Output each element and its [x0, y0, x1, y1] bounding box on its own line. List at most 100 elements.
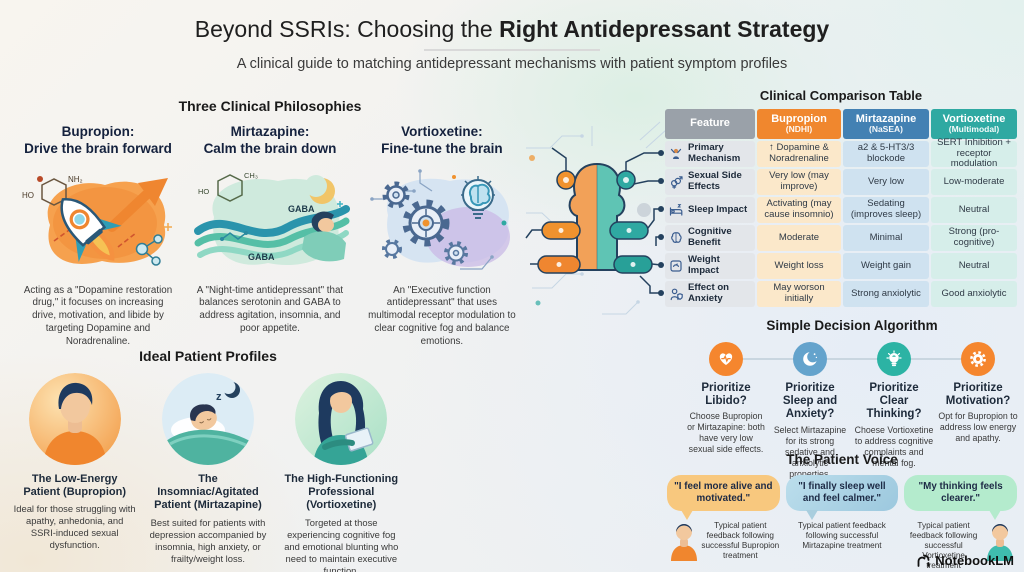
philosophy-bupropion: Bupropion: Drive the brain forward NH₂ H…: [12, 124, 184, 348]
comparison-table-heading: Clinical Comparison Table: [759, 88, 923, 103]
table-cell: Moderate: [757, 225, 841, 251]
profile-insomniac: z The Insomniac/Agitated Patient (Mirtaz…: [141, 373, 274, 572]
step-title: Prioritize Motivation?: [945, 382, 1011, 408]
speech-bubble: "My thinking feels clearer.": [904, 475, 1017, 519]
title-bold: Right Antidepressant Strategy: [499, 16, 830, 42]
voice-item-bupropion: "I feel more alive and motivated." Typic…: [664, 475, 783, 571]
profile-title: The High-Functioning Professional (Vorti…: [284, 473, 399, 512]
table-cell: Minimal: [843, 225, 929, 251]
table-cell: Strong (pro-cognitive): [931, 225, 1017, 251]
table-cell: ↑ Dopamine & Noradrenaline: [757, 141, 841, 167]
speech-bubble: "I finally sleep well and feel calmer.": [785, 475, 899, 519]
gear-icon: [961, 342, 995, 376]
algorithm-steps: Prioritize Libido? Choose Bupropion or M…: [684, 342, 1020, 480]
table-cell: Weight loss: [757, 253, 841, 279]
voice-caption: Typical patient feedback following succe…: [701, 520, 780, 560]
row-header-primary-mechanism: Primary Mechanism: [665, 141, 755, 167]
table-cell: Good anxiolytic: [931, 281, 1017, 307]
philosophy-mirtazapine: Mirtazapine: Calm the brain down HO CH₃: [184, 124, 356, 348]
philosophy-title: Bupropion: Drive the brain forward: [24, 124, 172, 156]
lightbulb-icon: [877, 342, 911, 376]
brand-name: NotebookLM: [935, 553, 1014, 568]
brain-circuit-illustration: [525, 121, 667, 315]
title-normal: Beyond SSRIs: Choosing the: [194, 16, 500, 42]
gender-symbols-icon: [669, 175, 684, 189]
table-cell: Strong anxiolytic: [843, 281, 929, 307]
algorithm-step-sleep-anxiety: Prioritize Sleep and Anxiety? Select Mir…: [768, 342, 852, 480]
table-cell: Activating (may cause insomnio): [757, 197, 841, 223]
algorithm-step-clear-thinking: Prioritize Clear Thinking? Choese Vortio…: [852, 342, 936, 480]
philosophy-vortioxetine: Vortioxetine: Fine-tune the brain: [356, 124, 528, 348]
svg-text:NH₂: NH₂: [68, 175, 83, 184]
person-arms-up-icon: [669, 147, 684, 161]
bed-icon: [669, 203, 684, 217]
profile-description: Torgeted at those experiencing cognitive…: [284, 516, 399, 572]
step-title: Prioritize Libido?: [701, 382, 751, 408]
row-header-sleep-impact: Sleep Impact: [665, 197, 755, 223]
row-header-cognitive-benefit: Cognitive Benefit: [665, 225, 755, 251]
column-header-feature: Feature: [665, 109, 755, 139]
profiles-heading: Ideal Patient Profiles: [139, 348, 277, 364]
speech-bubble: "I feel more alive and motivated.": [667, 475, 780, 519]
profile-title: The Low-Energy Patient (Bupropion): [23, 473, 126, 499]
philosophies-section: Three Clinical Philosophies Bupropion: D…: [12, 98, 528, 348]
comparison-table-section: Clinical Comparison Table Feature Buprop…: [664, 88, 1018, 307]
philosophy-description: An "Executive function antidepressant" t…: [368, 284, 516, 347]
header: Beyond SSRIs: Choosing the Right Antidep…: [0, 16, 1024, 72]
voice-item-mirtazapine: "I finally sleep well and feel calmer." …: [783, 475, 902, 571]
low-energy-patient-avatar: [28, 373, 121, 465]
step-title: Prioritize Sleep and Anxiety?: [782, 382, 838, 421]
algorithm-heading: Simple Decision Algorithm: [766, 318, 938, 333]
table-cell: SERT Inhibition + receptor modulation: [931, 137, 1017, 169]
table-cell: Sedating (improves sleep): [843, 197, 929, 223]
profile-title: The Insomniac/Agitated Patient (Mirtazap…: [154, 473, 262, 512]
table-cell: Neutral: [931, 253, 1017, 279]
profile-professional: The High-Functioning Professional (Vorti…: [275, 373, 408, 572]
page-subtitle: A clinical guide to matching antidepress…: [236, 56, 788, 72]
row-header-effect-on-anxiety: Effect on Anxiety: [665, 281, 755, 307]
svg-text:z: z: [216, 391, 222, 403]
brain-icon: [669, 231, 684, 245]
notebooklm-logo-icon: [917, 554, 930, 567]
table-cell: Neutral: [931, 197, 1017, 223]
row-header-weight-impact: Weight Impact: [665, 253, 755, 279]
patient-avatar: [671, 523, 697, 561]
waves-moon-illustration: HO CH₃ GABA GABA: [193, 171, 350, 265]
patient-voice-section: The Patient Voice "I feel more alive and…: [664, 452, 1020, 571]
philosophy-description: Acting as a "Dopamine restoration drug,"…: [23, 284, 173, 347]
philosophies-heading: Three Clinical Philosophies: [178, 98, 362, 114]
step-description: Select Mirtazapine for its strong sedati…: [773, 424, 847, 479]
step-description: Opt for Bupropion to address low energy …: [938, 411, 1018, 444]
svg-text:HO: HO: [198, 187, 209, 196]
profile-description: Best suited for patients with depression…: [149, 516, 267, 564]
title-divider: [424, 49, 600, 51]
weight-scale-icon: [669, 259, 684, 273]
column-header-bupropion: Bupropion (NDHI): [757, 109, 841, 139]
algorithm-step-motivation: Prioritize Motivation? Opt for Bupropion…: [936, 342, 1020, 480]
table-cell: Very low: [843, 169, 929, 195]
table-cell: May worson initially: [757, 281, 841, 307]
patient-profiles-section: Ideal Patient Profiles The Low-Energy Pa…: [8, 348, 408, 572]
heart-pulse-icon: [709, 342, 743, 376]
profile-description: Ideal for those struggling with apathy, …: [13, 503, 136, 551]
voice-caption: Typical patient feedback following succe…: [909, 520, 978, 570]
table-cell: a2 & 5-HT3/3 blockode: [843, 141, 929, 167]
column-header-mirtazapine: Mirtazapine (NaSEA): [843, 109, 929, 139]
table-cell: Low-moderate: [931, 169, 1017, 195]
svg-text:GABA: GABA: [248, 252, 275, 262]
comparison-table: Feature Bupropion (NDHI) Mirtazapine (NaSE…: [664, 109, 1018, 307]
column-header-vortioxetine: Vortioxetine (Multimodal): [931, 109, 1017, 139]
rocket-illustration: NH₂ HO: [22, 175, 172, 266]
profile-low-energy: The Low-Energy Patient (Bupropion) Ideal…: [8, 373, 141, 572]
voice-caption: Typical patient feedback following succe…: [798, 520, 886, 550]
person-shield-icon: [669, 287, 684, 301]
step-title: Prioritize Clear Thinking?: [866, 382, 922, 421]
step-description: Choese Vortioxetine to address cognitive…: [854, 424, 934, 468]
notebooklm-brand: NotebookLM: [916, 553, 1014, 568]
table-cell: Weight gain: [843, 253, 929, 279]
philosophy-title: Vortioxetine: Fine-tune the brain: [381, 124, 503, 156]
svg-text:CH₃: CH₃: [244, 171, 258, 180]
philosophy-description: A "Night-time antidepressant" that balan…: [196, 284, 344, 334]
sleeping-patient-avatar: z: [161, 373, 254, 465]
step-description: Choose Bupropion or Mirtazapine: both ha…: [687, 411, 765, 455]
